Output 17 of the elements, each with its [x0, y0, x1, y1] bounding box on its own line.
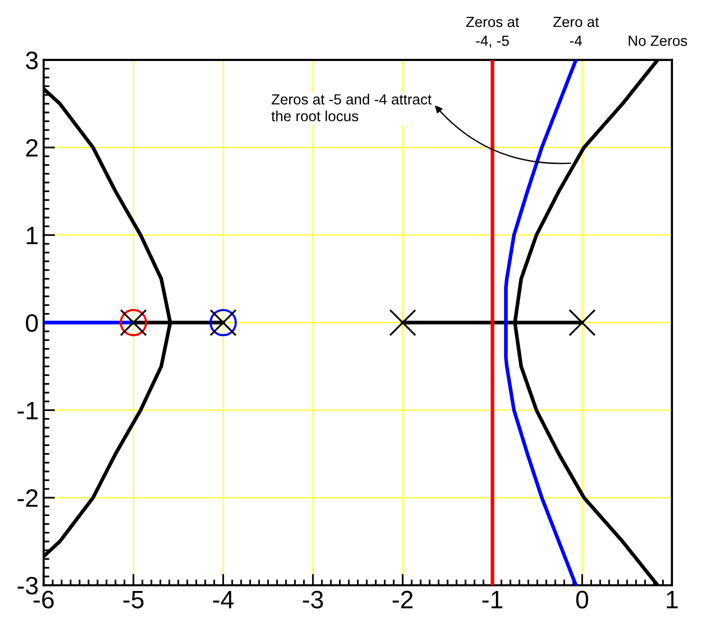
y-tick-label: -2	[18, 489, 38, 507]
y-tick-label: 1	[26, 226, 38, 244]
series-label: Zeros at -4, -5	[466, 16, 520, 48]
y-tick-label: -1	[18, 402, 38, 420]
annotation: Zeros at -5 and -4 attract the root locus	[271, 94, 432, 122]
y-tick-label: 0	[26, 314, 38, 332]
y-tick-label: 3	[26, 52, 38, 70]
series-label: Zero at -4	[553, 16, 599, 46]
y-tick-label: 2	[26, 139, 38, 157]
x-tick-label: -1	[482, 591, 502, 608]
x-tick-label: 1	[666, 591, 678, 608]
x-tick-label: -3	[302, 590, 323, 608]
x-tick-label: 0	[576, 590, 588, 608]
x-tick-label: -4	[213, 591, 234, 608]
series-label: No Zeros	[628, 36, 688, 46]
x-tick-label: -2	[392, 590, 413, 608]
x-tick-label: -5	[123, 591, 144, 608]
